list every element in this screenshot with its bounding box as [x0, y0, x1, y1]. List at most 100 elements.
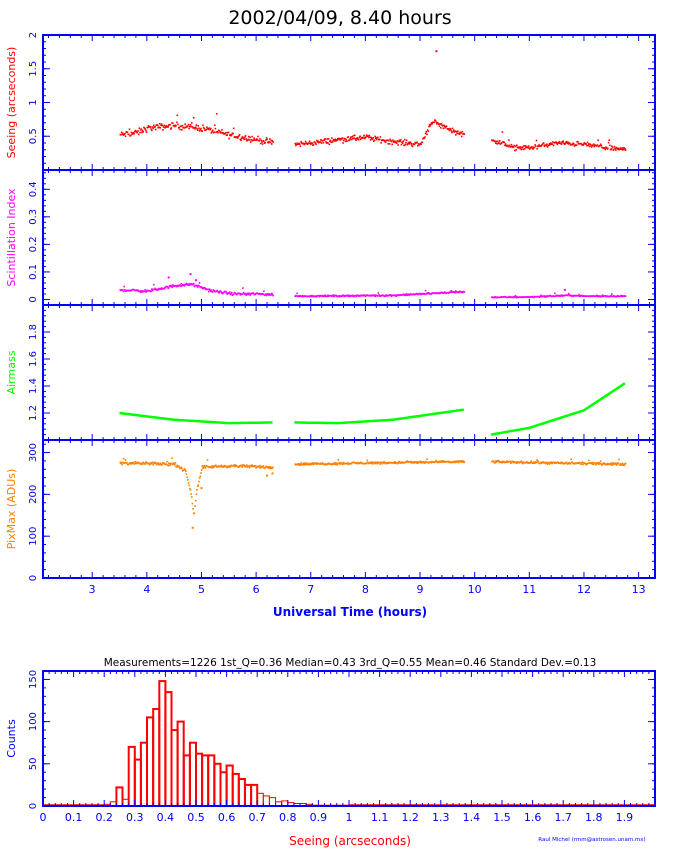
pixmax-point — [493, 460, 495, 463]
histogram-x-tick-label: 1.8 — [585, 811, 603, 824]
seeing-point — [507, 145, 510, 148]
seeing-point — [590, 146, 593, 148]
pixmax-point — [529, 461, 532, 463]
seeing-point — [177, 123, 179, 126]
pixmax-point — [426, 458, 428, 460]
pixmax-series-2 — [491, 458, 627, 467]
seeing-point — [219, 131, 221, 133]
pixmax-point — [557, 461, 559, 464]
seeing-point — [532, 148, 534, 150]
seeing-point — [599, 143, 602, 146]
scintillation-point — [272, 294, 274, 297]
pixmax-point — [512, 460, 514, 463]
pixmax-point — [537, 460, 540, 462]
seeing-point — [322, 142, 325, 144]
seeing-point — [593, 145, 595, 148]
seeing-point — [451, 127, 454, 130]
seeing-point — [197, 125, 200, 127]
seeing-point — [179, 128, 181, 131]
seeing-point — [552, 144, 555, 147]
seeing-point — [369, 139, 372, 141]
seeing-point — [225, 132, 227, 134]
seeing-point — [380, 142, 382, 144]
seeing-point — [312, 143, 315, 146]
seeing-point — [397, 144, 399, 146]
seeing-point — [132, 131, 135, 134]
pixmax-point — [198, 477, 201, 479]
pixmax-point — [300, 462, 302, 464]
airmass-y-tick-label: 1.6 — [28, 351, 39, 367]
seeing-point — [187, 123, 190, 126]
pixmax-point — [316, 463, 318, 465]
pixmax-point — [197, 484, 200, 486]
seeing-y-tick-label: 1 — [28, 99, 39, 105]
seeing-point — [383, 139, 386, 142]
seeing-point — [433, 121, 435, 124]
pixmax-point — [130, 463, 132, 465]
histogram-x-tick-label: 0.6 — [218, 811, 236, 824]
seeing-point — [309, 142, 311, 144]
scintillation-point — [212, 291, 214, 293]
scintillation-point — [198, 285, 200, 287]
scintillation-point — [123, 285, 125, 288]
seeing-point — [559, 142, 562, 144]
seeing-point — [321, 139, 324, 142]
pixmax-point — [618, 458, 620, 461]
scintillation-point — [418, 292, 421, 295]
scintillation-point — [295, 295, 298, 297]
seeing-point — [378, 138, 381, 141]
histogram-x-tick-label: 1.3 — [432, 811, 450, 824]
seeing-point — [205, 128, 207, 131]
pixmax-point — [585, 464, 588, 466]
seeing-point — [374, 135, 376, 138]
time-x-tick-label: 6 — [253, 583, 260, 596]
pixmax-point — [416, 462, 418, 464]
seeing-point — [347, 136, 350, 138]
seeing-point — [191, 126, 194, 128]
seeing-point — [310, 143, 312, 146]
pixmax-point — [366, 459, 369, 462]
pixmax-point — [310, 463, 313, 466]
seeing-point — [506, 144, 509, 147]
seeing-point — [607, 147, 609, 150]
pixmax-point — [336, 464, 338, 466]
seeing-point — [265, 139, 267, 141]
scintillation-point — [246, 292, 249, 295]
pixmax-point — [148, 463, 150, 465]
histogram-x-tick-label: 0.2 — [95, 811, 113, 824]
pixmax-point — [506, 460, 508, 462]
scintillation-point — [252, 292, 255, 294]
pixmax-point — [321, 462, 324, 464]
seeing-point — [120, 133, 122, 136]
pixmax-point — [181, 467, 183, 470]
scintillation-point — [271, 292, 273, 295]
seeing-point — [156, 124, 159, 127]
seeing-point — [527, 146, 529, 149]
seeing-point — [566, 142, 569, 145]
scintillation-point — [187, 284, 190, 286]
pixmax-point — [212, 466, 215, 469]
seeing-point — [141, 129, 144, 132]
pixmax-point — [232, 465, 235, 467]
seeing-point — [504, 143, 507, 145]
pixmax-point — [374, 462, 376, 465]
seeing-point — [618, 148, 621, 151]
pixmax-point — [439, 461, 441, 463]
pixmax-point — [560, 462, 563, 465]
seeing-point — [339, 139, 342, 141]
seeing-point — [175, 121, 178, 124]
pixmax-point — [376, 462, 378, 465]
pixmax-point — [371, 463, 374, 465]
seeing-point — [136, 131, 139, 134]
pixmax-point — [598, 463, 600, 465]
seeing-point — [320, 142, 323, 144]
seeing-point — [460, 135, 463, 138]
pixmax-point — [529, 462, 531, 464]
seeing-point — [377, 136, 379, 139]
seeing-point — [434, 119, 437, 122]
seeing-point — [198, 127, 200, 130]
scintillation-point — [151, 288, 153, 290]
scintillation-point — [139, 291, 142, 294]
scintillation-point — [152, 288, 154, 291]
pixmax-point — [185, 473, 188, 475]
